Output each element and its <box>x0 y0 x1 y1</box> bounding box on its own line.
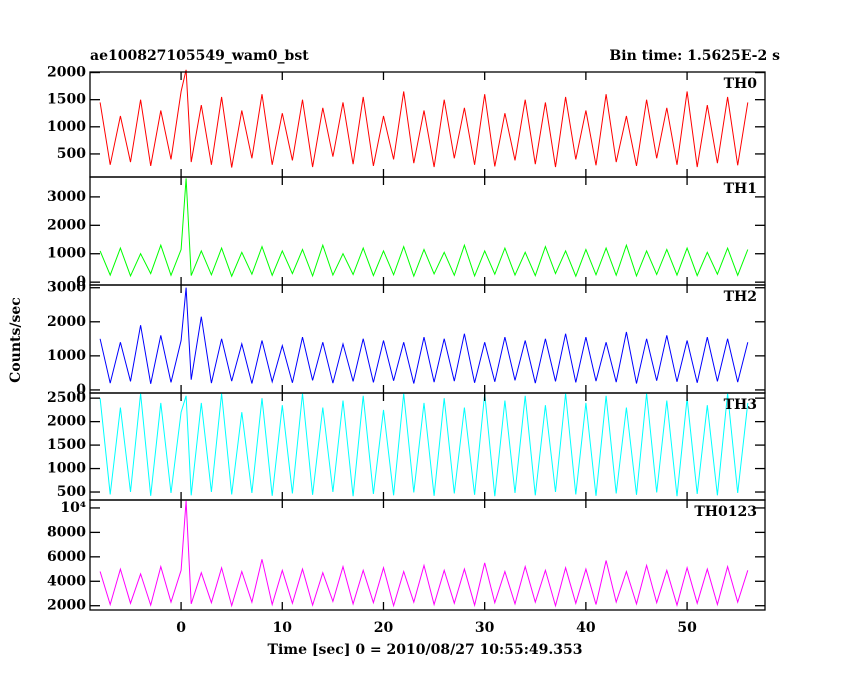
bin-time: Bin time: 1.5625E-2 s <box>609 48 780 64</box>
y-tick-label: 6000 <box>47 549 86 565</box>
panel-label: TH0123 <box>694 504 757 520</box>
x-tick-label: 10 <box>273 620 293 636</box>
y-tick-label: 1500 <box>47 92 86 108</box>
y-tick-label: 2000 <box>47 598 86 614</box>
panel-label: TH1 <box>724 181 757 197</box>
panel-label: TH2 <box>724 289 757 305</box>
light-curve <box>99 69 749 168</box>
y-tick-label: 0 <box>76 274 86 290</box>
y-tick-label: 1000 <box>47 461 86 477</box>
y-tick-label: 3000 <box>47 189 86 205</box>
y-tick-label: 8000 <box>47 524 86 540</box>
y-tick-label: 2500 <box>47 390 86 406</box>
y-tick-label: 1000 <box>47 246 86 262</box>
y-axis-label: Counts/sec <box>8 297 24 383</box>
y-tick-label: 1500 <box>47 437 86 453</box>
y-tick-label: 500 <box>57 484 86 500</box>
y-tick-label: 2000 <box>47 314 86 330</box>
y-tick-label: 1000 <box>47 119 86 135</box>
light-curve <box>99 500 749 608</box>
panel-label: TH3 <box>724 397 757 413</box>
chart-title: ae100827105549_wam0_bst <box>90 48 309 64</box>
panel-frame <box>89 392 766 501</box>
y-tick-label: 4000 <box>47 573 86 589</box>
y-tick-label: 2000 <box>47 65 86 81</box>
light-curve <box>99 178 749 278</box>
x-tick-label: 20 <box>374 620 394 636</box>
light-curve <box>99 287 749 384</box>
x-tick-label: 30 <box>475 620 495 636</box>
y-tick-label: 0 <box>76 382 86 398</box>
x-axis-label: Time [sec] 0 = 2010/08/27 10:55:49.353 <box>268 642 583 658</box>
y-tick-label: 10⁴ <box>60 500 86 516</box>
y-tick-label: 2000 <box>47 414 86 430</box>
y-tick-label: 2000 <box>47 217 86 233</box>
x-tick-label: 50 <box>677 620 697 636</box>
y-tick-label: 500 <box>57 146 86 162</box>
y-tick-label: 3000 <box>47 280 86 296</box>
x-tick-label: 40 <box>576 620 596 636</box>
x-tick-label: 0 <box>176 620 186 636</box>
light-curve <box>99 393 749 497</box>
panel-frame <box>89 499 766 611</box>
y-tick-label: 1000 <box>47 348 86 364</box>
panel-label: TH0 <box>724 76 758 92</box>
